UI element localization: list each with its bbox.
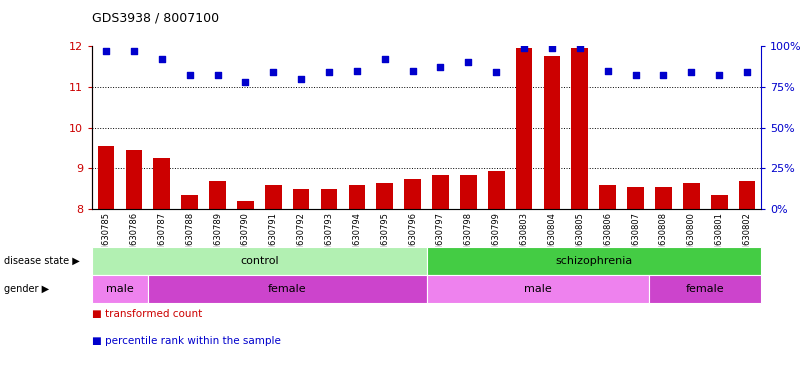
Text: control: control <box>240 256 279 266</box>
Point <box>545 45 558 51</box>
Bar <box>460 175 477 209</box>
Text: GDS3938 / 8007100: GDS3938 / 8007100 <box>92 12 219 25</box>
Bar <box>488 170 505 209</box>
Point <box>155 56 168 62</box>
Bar <box>154 158 170 209</box>
Point <box>713 73 726 79</box>
Bar <box>426 247 761 275</box>
Point <box>629 73 642 79</box>
Text: male: male <box>106 284 134 294</box>
Point <box>434 64 447 70</box>
Point <box>351 68 364 74</box>
Bar <box>126 150 143 209</box>
Bar <box>405 179 421 209</box>
Text: gender ▶: gender ▶ <box>4 284 49 294</box>
Bar <box>426 275 650 303</box>
Bar <box>293 189 309 209</box>
Bar <box>739 181 755 209</box>
Text: female: female <box>268 284 307 294</box>
Bar <box>348 185 365 209</box>
Point <box>295 76 308 82</box>
Bar <box>92 247 426 275</box>
Point <box>323 69 336 75</box>
Bar <box>599 185 616 209</box>
Text: male: male <box>524 284 552 294</box>
Bar <box>655 187 672 209</box>
Text: female: female <box>686 284 725 294</box>
Point <box>462 59 475 65</box>
Bar <box>209 181 226 209</box>
Bar <box>376 183 393 209</box>
Text: ■ transformed count: ■ transformed count <box>92 309 203 319</box>
Point <box>239 79 252 85</box>
Bar <box>92 275 148 303</box>
Point <box>127 48 140 54</box>
Point <box>517 45 530 51</box>
Point <box>99 48 112 54</box>
Point <box>183 73 196 79</box>
Text: schizophrenia: schizophrenia <box>555 256 632 266</box>
Text: disease state ▶: disease state ▶ <box>4 256 80 266</box>
Point <box>406 68 419 74</box>
Bar <box>148 275 426 303</box>
Bar <box>432 175 449 209</box>
Text: ■ percentile rank within the sample: ■ percentile rank within the sample <box>92 336 281 346</box>
Point <box>378 56 391 62</box>
Bar <box>320 189 337 209</box>
Bar <box>98 146 115 209</box>
Bar <box>683 183 699 209</box>
Bar <box>516 48 533 209</box>
Point <box>489 69 502 75</box>
Bar <box>544 56 561 209</box>
Bar <box>571 48 588 209</box>
Point <box>657 73 670 79</box>
Point <box>211 73 224 79</box>
Bar <box>265 185 282 209</box>
Point <box>685 69 698 75</box>
Bar <box>710 195 727 209</box>
Point <box>574 45 586 51</box>
Bar <box>237 201 254 209</box>
Bar <box>181 195 198 209</box>
Point <box>267 69 280 75</box>
Bar <box>650 275 761 303</box>
Point <box>741 69 754 75</box>
Bar <box>627 187 644 209</box>
Point <box>602 68 614 74</box>
